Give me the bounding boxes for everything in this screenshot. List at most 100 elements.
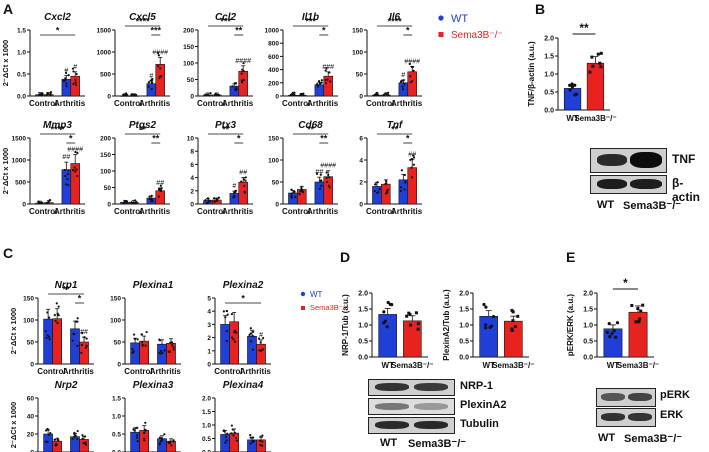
c16-point-1-0-4 [249,436,252,439]
blot-d-nrp1 [368,379,455,396]
c8-bar-1-1 [323,176,333,205]
c12-bar-1-1 [166,343,176,365]
c11-point-1-1-3 [85,337,88,340]
c4-point-0-1-5 [387,93,390,97]
c11-ylabel: 2⁻ΔCt x 1000 [9,308,18,354]
c0-point-1-0-5 [67,73,70,77]
c11-point-1-1-0 [84,346,88,349]
c14-point-0-0-0 [44,440,47,443]
c4-point-1-0-6 [399,80,403,83]
c13-bar-0-0 [220,324,230,365]
c16-title: Plexina4 [223,380,264,391]
c3-point-1-0-1 [317,80,321,83]
legend-a-wt-label: WT [451,13,468,25]
c0-point-1-1-2 [74,78,77,81]
c12-point-1-1-5 [172,348,175,351]
c11-point-0-1-5 [53,314,56,317]
c12-point-0-0-2 [132,333,136,336]
c9-point-0-0-5 [375,191,379,194]
c11-point-0-1-6 [54,319,57,322]
c10-ytick-label-3: 1.5 [544,54,554,61]
c12-point-1-0-1 [163,349,166,352]
c3-sig-1: *** [305,17,316,27]
c3-xcat-0: Control [282,99,310,108]
c13-point-0-1-0 [233,340,237,343]
c16-point-1-0-0 [249,433,252,437]
c10-point-0-4 [570,82,574,86]
blot-e-lane-wt: WT [598,432,616,444]
c3-sig-0: * [322,26,326,36]
c11-point-0-0-6 [46,334,49,337]
c6-ytick-label-2: 100 [100,169,111,176]
c14-point-1-0-5 [73,433,76,436]
c12-ytick-label-1: 50 [114,340,122,347]
c19-ylabel: pERK/ERK (a.u.) [566,294,575,357]
c14-ytick-label-0: 0 [30,450,34,452]
c13-point-1-1-5 [259,341,262,344]
c11-title: Nrp1 [55,280,78,291]
c14-point-1-1-2 [83,435,87,438]
c16-point-1-1-3 [261,440,264,443]
c8-ytick-label-1: 50 [272,180,280,187]
c8-point-1-0-6 [318,187,321,190]
c8-point-1-0-3 [319,173,322,176]
c11-point-0-0-4 [46,311,49,314]
c15-point-0-1-3 [144,421,147,424]
c12-point-0-0-4 [136,338,139,341]
c7-point-1-1-5 [243,190,246,193]
blot-d-row-tubulin: Tubulin [460,418,499,430]
c4-hash-1-1: #### [404,58,420,65]
c15-title: Plexina3 [133,380,174,391]
c14-bar-0-1 [52,440,62,452]
c16-point-0-1-5 [235,436,238,440]
c2-bar-1-0 [229,85,240,97]
c1-point-1-0-4 [150,81,154,84]
c11-point-1-1-4 [80,351,83,354]
c19-point-1-4 [639,309,643,313]
panel-letter-b: B [535,1,545,17]
c13-point-1-1-1 [257,337,261,340]
c19-point-1-1 [637,320,641,324]
c18-xcat-1: Sema3B⁻/⁻ [492,361,534,370]
c4-ytick-label-2: 100 [352,50,363,57]
c7-hash-1-1: ## [239,169,247,176]
c9-point-0-0-4 [374,183,377,186]
c17-point-0-5 [388,302,392,306]
c16-ytick-label-2: 1.0 [202,423,211,430]
c4-point-1-1-5 [410,65,414,68]
c19-ytick-label-4: 2.0 [583,291,593,298]
c6-hash-1-1: ## [156,180,164,187]
c16-point-0-1-1 [233,431,237,434]
c8-point-1-0-1 [315,172,319,175]
c10-point-0-2 [570,85,574,89]
c0-point-1-0-6 [65,85,68,88]
c16-point-0-1-4 [230,424,233,427]
c4-point-1-1-3 [412,69,415,72]
c11-point-0-0-5 [47,335,51,338]
c10-point-0-5 [573,93,577,97]
c6-xcat-0: Control [114,207,142,216]
c1-xcat-1: Arthritis [139,99,171,108]
c12-point-1-0-5 [159,352,162,355]
c3-point-1-0-4 [320,79,323,82]
c2-point-1-1-4 [242,78,245,82]
c8-bar-0-0 [288,192,298,205]
c5-point-0-0-6 [37,200,40,203]
c7-point-0-0-6 [207,199,210,202]
c4-sig-0: * [406,26,410,36]
c13-point-1-0-0 [248,333,251,337]
c13-sig-0: * [241,294,245,304]
c7-point-1-1-4 [244,179,247,182]
c9-point-0-1-4 [386,191,389,194]
c13-xcat-1: Arthritis [240,367,272,376]
c15-point-0-1-2 [143,437,146,440]
c5-point-1-0-5 [64,183,68,186]
c13-bar-0-1 [229,321,239,365]
c19-point-1-5 [638,317,642,321]
c5-point-1-0-3 [67,183,70,187]
c0-point-1-1-5 [75,83,78,87]
c8-point-1-0-5 [319,179,322,182]
c18-bar-0 [479,316,498,358]
c2-hash-1-1: #### [235,58,251,65]
c3-title: Il1b [302,12,319,23]
